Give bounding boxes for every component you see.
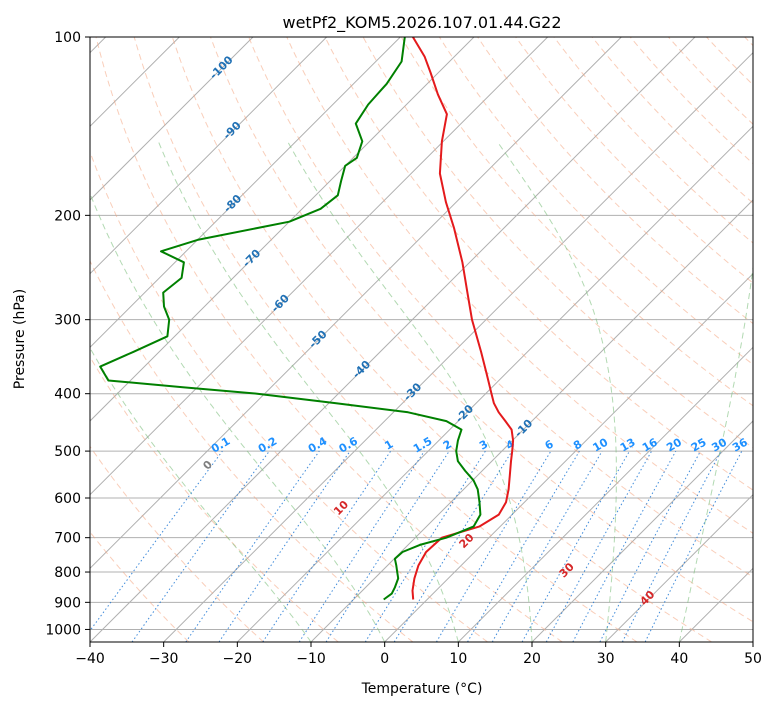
- moist-adiabat-line: [90, 347, 312, 642]
- isotherm-line: [90, 37, 328, 275]
- mixing-ratio-line: [393, 450, 513, 642]
- dry-adiabat-line: [210, 37, 753, 623]
- mixing-ratio-line: [298, 450, 425, 642]
- x-axis-label: Temperature (°C): [361, 681, 483, 697]
- mixing-ratio-line: [90, 450, 223, 632]
- mixing-ratio-line: [521, 450, 630, 642]
- isotherm-line: [163, 51, 753, 642]
- isotherm-lines: [90, 37, 753, 642]
- dry-adiabat-lines: [90, 37, 753, 642]
- y-tick-label: 800: [54, 565, 81, 581]
- y-tick-label: 200: [54, 208, 81, 224]
- chart-title: wetPf2_KOM5.2026.107.01.44.G22: [282, 13, 561, 33]
- moist-adiabat-line: [678, 263, 753, 642]
- y-tick-label: 300: [54, 313, 81, 329]
- isobar-lines: [90, 37, 753, 630]
- y-tick-label: 500: [54, 444, 81, 460]
- dry-adiabat-line: [90, 445, 264, 642]
- isotherm-line: [90, 37, 475, 422]
- moist-adiabat-line: [287, 141, 533, 642]
- isotherm-line: [457, 346, 753, 642]
- mixing-ratio-line: [572, 450, 677, 642]
- isotherm-line: [605, 493, 753, 642]
- mixing-ratio-line: [545, 450, 653, 642]
- dry-adiabat-line: [171, 37, 712, 642]
- y-axis-label: Pressure (hPa): [12, 289, 28, 389]
- y-tick-label: 700: [54, 531, 81, 547]
- x-tick-label: 10: [449, 651, 467, 667]
- x-tick-label: −20: [223, 651, 253, 667]
- moist-adiabat-lines: [90, 141, 753, 642]
- y-tick-label: 100: [54, 30, 81, 46]
- moist-adiabat-line: [90, 192, 386, 642]
- dry-adiabat-line: [248, 37, 753, 578]
- dry-adiabat-line: [286, 37, 753, 534]
- dry-adiabat-line: [95, 37, 563, 642]
- dewpoint-profile-line: [99, 37, 482, 601]
- dry-adiabat-line: [324, 37, 753, 491]
- moist-adiabat-line: [496, 141, 617, 642]
- isotherm-line: [90, 37, 401, 349]
- x-tick-label: 50: [744, 651, 762, 667]
- x-tick-label: 40: [670, 651, 688, 667]
- y-tick-label: 600: [54, 491, 81, 507]
- y-tick-label: 1000: [45, 622, 81, 638]
- sounding-series: [99, 37, 515, 601]
- mixing-ratio-line: [644, 450, 743, 642]
- isotherm-line: [90, 37, 254, 201]
- dry-adiabat-line: [90, 356, 339, 642]
- dry-adiabat-line: [90, 259, 414, 642]
- mixing-ratio-line: [218, 450, 351, 642]
- isotherm-line: [90, 37, 622, 570]
- mixing-ratio-line: [185, 450, 320, 642]
- plot-frame: [89, 36, 754, 643]
- x-axis-ticks: −40 −30 −20 −10 0 10 20 30 40 50: [75, 642, 762, 667]
- x-tick-label: −40: [75, 651, 105, 667]
- isotherm-line: [236, 125, 753, 642]
- mixing-ratio-line: [325, 450, 450, 642]
- moist-adiabat-line: [157, 141, 459, 642]
- plot-area: 0.1 0.2 0.4 0.6 1 1.5 2 3 4 6 8 10 13 16 20 25 30 36-100-…: [90, 37, 753, 642]
- mixing-ratio-lines: [90, 450, 743, 642]
- x-tick-label: 0: [380, 651, 389, 667]
- x-tick-label: −10: [296, 651, 326, 667]
- y-axis-ticks: 1000 900 800 700 600 500 400 300 200 100: [45, 30, 90, 638]
- mixing-ratio-line: [131, 450, 270, 642]
- isotherm-line: [90, 37, 549, 496]
- mixing-ratio-line: [262, 450, 392, 642]
- x-tick-label: 30: [597, 651, 615, 667]
- isotherm-line: [531, 420, 753, 642]
- x-tick-label: 20: [523, 651, 541, 667]
- isotherm-line: [384, 272, 753, 642]
- y-tick-label: 900: [54, 595, 81, 611]
- dry-adiabat-line: [133, 37, 638, 642]
- x-tick-label: −30: [149, 651, 179, 667]
- dry-adiabat-line: [515, 37, 753, 284]
- isotherm-line: [90, 37, 696, 642]
- y-tick-label: 400: [54, 387, 81, 403]
